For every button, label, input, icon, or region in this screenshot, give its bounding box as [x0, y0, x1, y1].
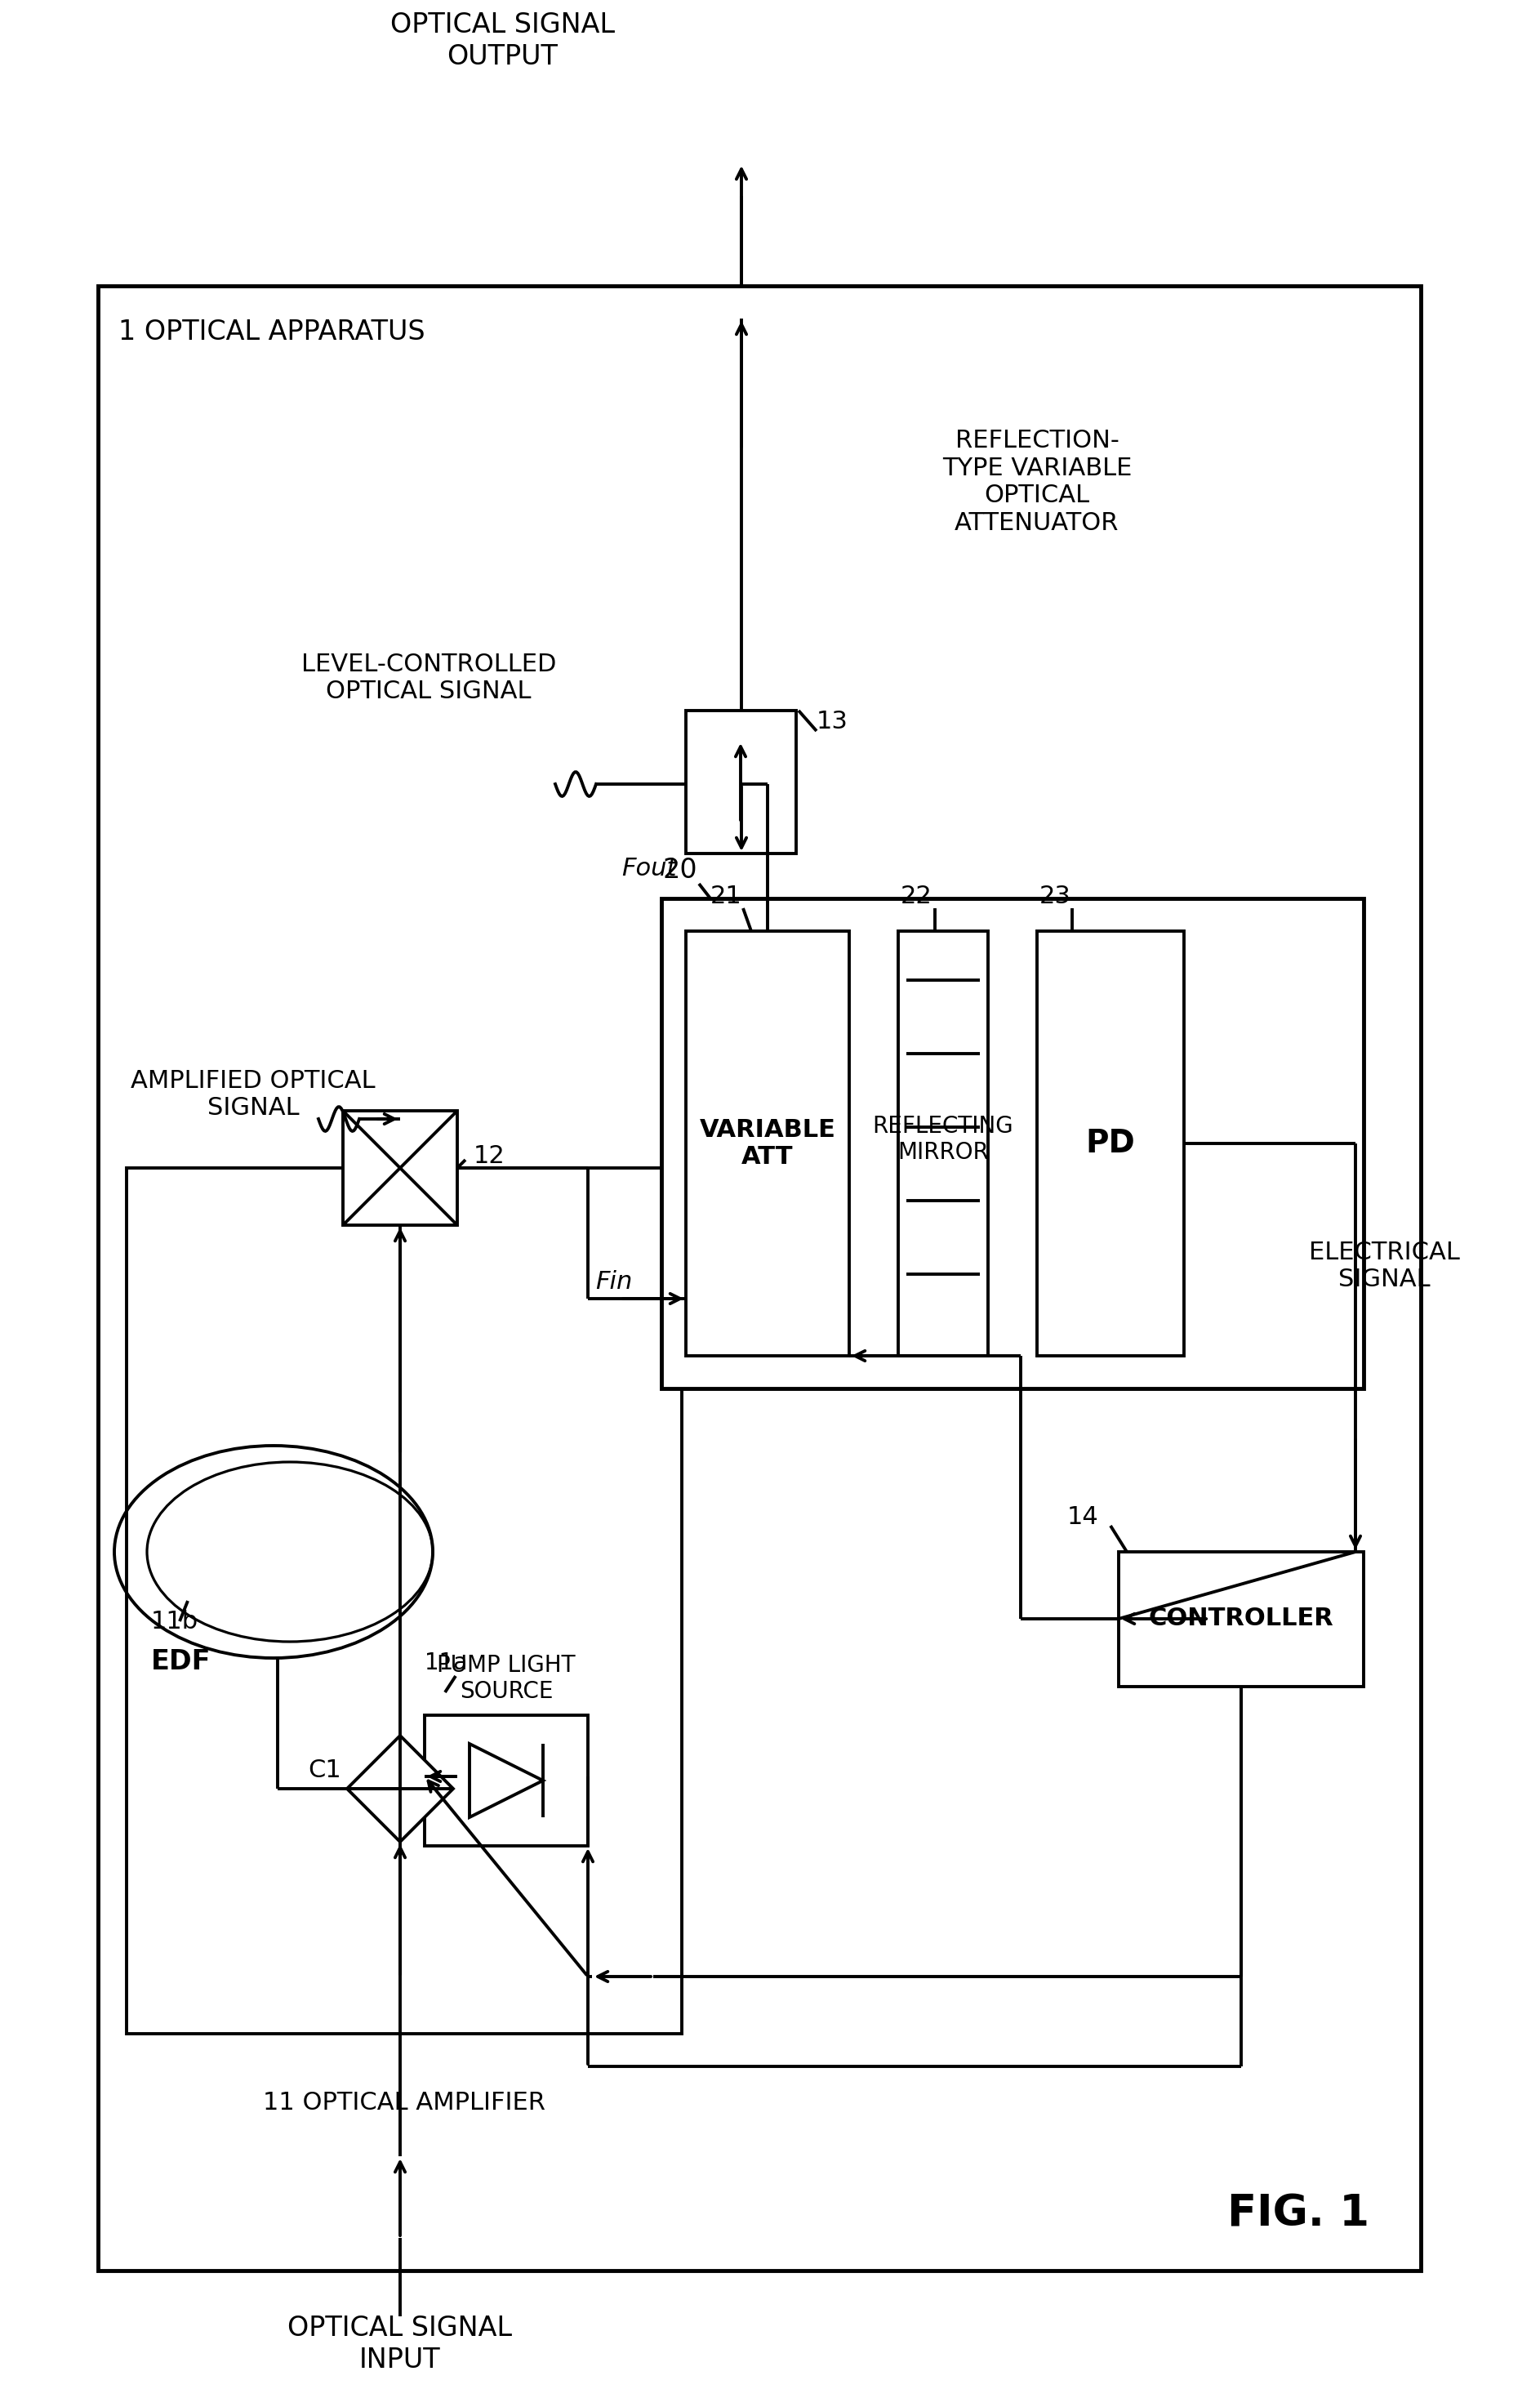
Bar	[425, 1715, 588, 1846]
Text: REFLECTING
MIRROR: REFLECTING MIRROR	[873, 1115, 1013, 1163]
Bar	[898, 930, 989, 1355]
Text: 22: 22	[901, 885, 932, 909]
Text: C1: C1	[308, 1758, 342, 1782]
Text: VARIABLE
ATT: VARIABLE ATT	[699, 1117, 836, 1170]
Text: PUMP LIGHT
SOURCE: PUMP LIGHT SOURCE	[437, 1655, 576, 1703]
Text: 11a: 11a	[425, 1652, 467, 1674]
Text: CONTROLLER: CONTROLLER	[1149, 1607, 1334, 1631]
Polygon shape	[470, 1743, 544, 1818]
Text: AMPLIFIED OPTICAL
SIGNAL: AMPLIFIED OPTICAL SIGNAL	[131, 1070, 376, 1120]
Bar	[1036, 930, 1184, 1355]
Text: 11b: 11b	[151, 1609, 199, 1633]
Text: 12: 12	[474, 1144, 505, 1168]
Text: 11 OPTICAL AMPLIFIER: 11 OPTICAL AMPLIFIER	[263, 2091, 545, 2115]
Bar	[99, 285, 1421, 2271]
Bar	[685, 710, 796, 854]
Text: 20: 20	[664, 856, 698, 885]
Text: LEVEL-CONTROLLED
OPTICAL SIGNAL: LEVEL-CONTROLLED OPTICAL SIGNAL	[302, 652, 556, 703]
Text: ELECTRICAL
SIGNAL: ELECTRICAL SIGNAL	[1309, 1240, 1460, 1293]
Text: FIG. 1: FIG. 1	[1227, 2192, 1369, 2235]
Text: EDF: EDF	[151, 1650, 211, 1676]
Text: REFLECTION-
TYPE VARIABLE
OPTICAL
ATTENUATOR: REFLECTION- TYPE VARIABLE OPTICAL ATTENU…	[942, 429, 1132, 535]
Bar	[343, 1110, 457, 1225]
Bar	[661, 899, 1363, 1388]
Text: Fout: Fout	[622, 856, 676, 880]
Text: 14: 14	[1067, 1506, 1098, 1530]
Text: OPTICAL SIGNAL
OUTPUT: OPTICAL SIGNAL OUTPUT	[390, 12, 614, 70]
Text: OPTICAL SIGNAL
INPUT: OPTICAL SIGNAL INPUT	[288, 2314, 513, 2374]
Bar	[126, 1168, 682, 2034]
Text: 1 OPTICAL APPARATUS: 1 OPTICAL APPARATUS	[119, 319, 425, 345]
Polygon shape	[347, 1736, 453, 1842]
Text: 13: 13	[816, 710, 849, 734]
Text: 21: 21	[710, 885, 742, 909]
Bar	[1118, 1552, 1363, 1686]
Text: PD: PD	[1086, 1127, 1135, 1158]
Bar	[685, 930, 849, 1355]
Text: 23: 23	[1040, 885, 1072, 909]
Text: Fin: Fin	[596, 1271, 633, 1295]
